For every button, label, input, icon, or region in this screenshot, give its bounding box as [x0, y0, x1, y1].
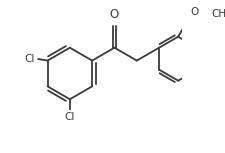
Text: CH₃: CH₃ — [211, 9, 225, 19]
Text: O: O — [189, 7, 197, 17]
Text: O: O — [109, 8, 119, 21]
Text: Cl: Cl — [25, 54, 35, 64]
Text: Cl: Cl — [64, 112, 75, 122]
